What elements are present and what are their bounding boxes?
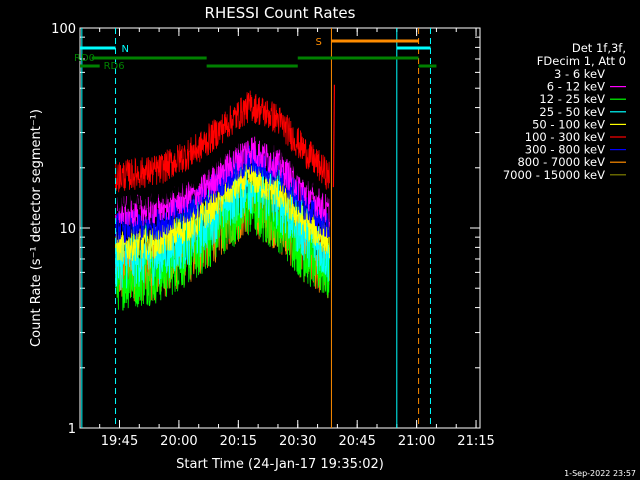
y-tick-label: 100: [51, 22, 76, 37]
x-tick-label: 21:00: [398, 434, 435, 449]
y-tick-label: 10: [59, 222, 76, 237]
legend-header-line-2: FDecim 1, Att 0: [537, 54, 626, 68]
spike-line: [332, 84, 336, 188]
annotation-label: S: [315, 37, 321, 48]
legend-header-line-1: Det 1f,3f,: [572, 41, 626, 55]
legend-label: 50 - 100 keV: [532, 117, 605, 131]
x-tick-label: 20:45: [338, 434, 375, 449]
data-group: [115, 84, 336, 311]
legend-label: 3 - 6 keV: [554, 67, 605, 81]
y-tick-label: 1: [68, 422, 76, 437]
x-tick-label: 20:15: [220, 434, 257, 449]
x-tick-label: 21:15: [457, 434, 494, 449]
footer-date: 1-Sep-2022 23:57: [564, 469, 636, 478]
annotation-label: RD0: [74, 53, 95, 64]
annotation-label: RD6: [104, 61, 125, 72]
legend-label: 6 - 12 keV: [547, 80, 605, 94]
legend-label: 300 - 800 keV: [525, 143, 605, 157]
chart-title: RHESSI Count Rates: [205, 4, 356, 22]
legend-label: 25 - 50 keV: [539, 105, 605, 119]
legend-label: 7000 - 15000 keV: [503, 168, 605, 182]
x-axis-label: Start Time (24-Jan-17 19:35:02): [176, 457, 384, 472]
series-line-1: [115, 136, 330, 228]
legend-label: 100 - 300 keV: [525, 130, 605, 144]
y-axis-label: Count Rate (s⁻¹ detector segment⁻¹): [29, 109, 44, 347]
series-line-2: [115, 176, 330, 311]
x-tick-label: 20:30: [279, 434, 316, 449]
x-tick-label: 20:00: [160, 434, 197, 449]
legend-label: 12 - 25 keV: [539, 92, 605, 106]
series-line-6: [115, 145, 330, 244]
annotation-label: N: [121, 44, 128, 55]
plot-area: 19:45 20:00 20:15 20:30 20:45 21:00 21:15 1 10 10…: [51, 22, 495, 449]
series-line-5: [115, 90, 330, 193]
series-line-0: [115, 110, 330, 215]
legend-label: 800 - 7000 keV: [517, 155, 605, 169]
x-tick-label: 19:45: [101, 434, 138, 449]
